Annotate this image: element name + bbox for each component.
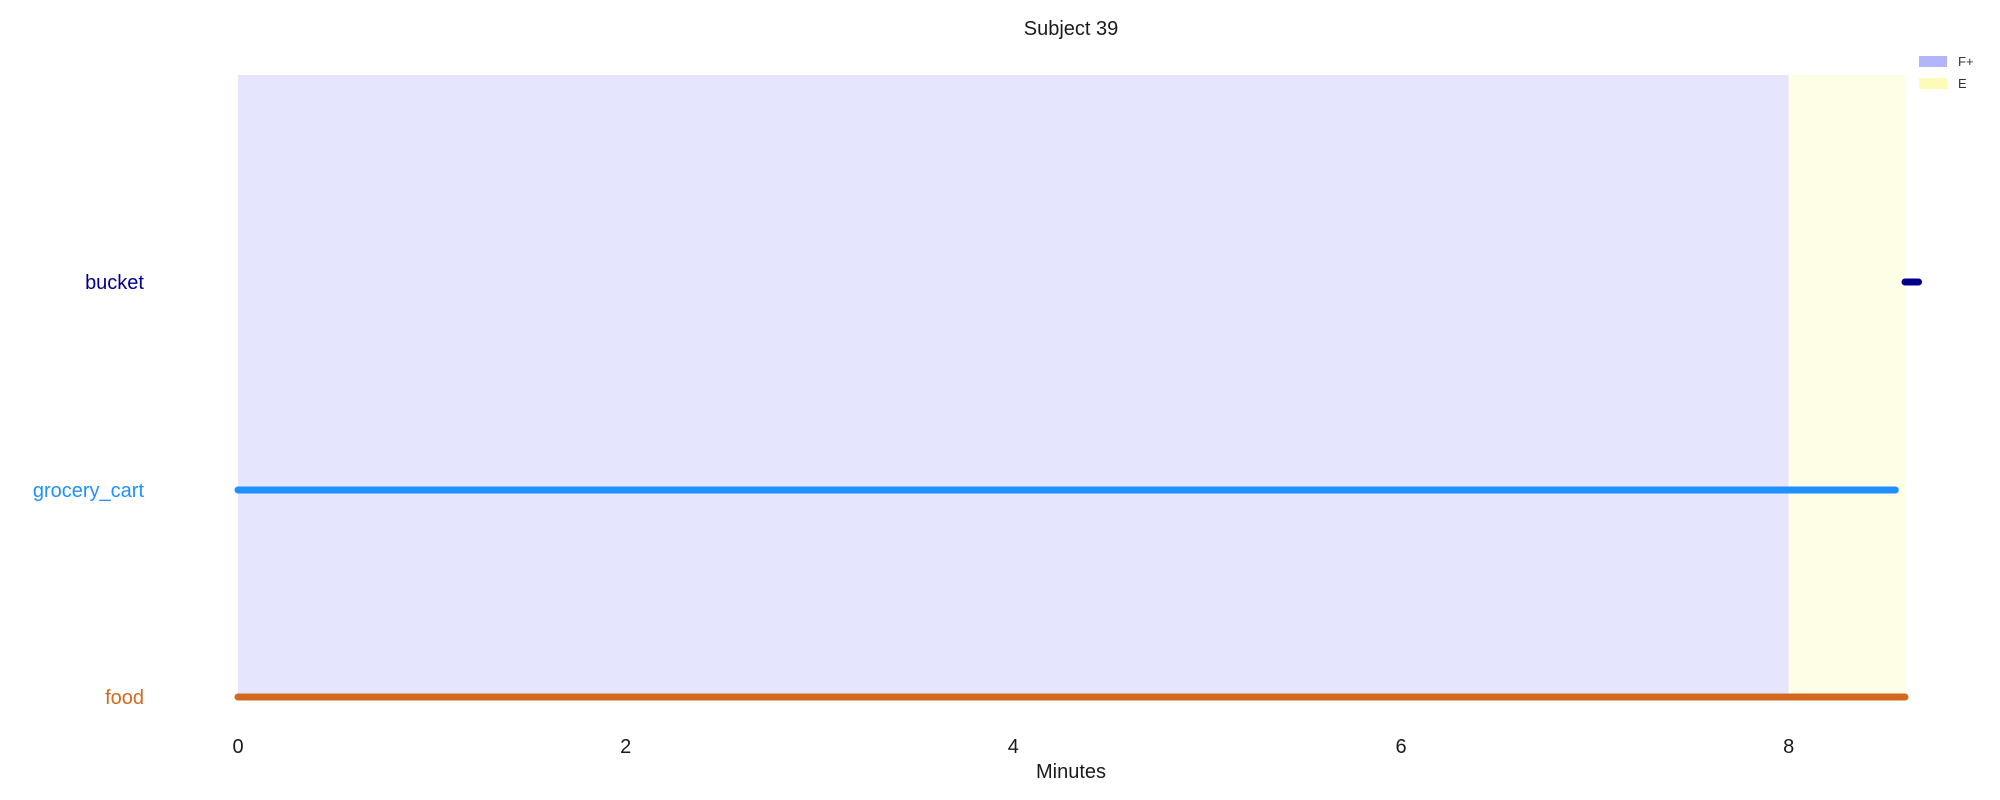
row-label-2: food bbox=[105, 687, 144, 709]
x-tick-label-0: 0 bbox=[232, 736, 243, 758]
phase-band-1 bbox=[1788, 75, 1905, 697]
phase-bands bbox=[238, 75, 1905, 697]
row-label-0: bucket bbox=[85, 272, 144, 294]
row-label-1: grocery_cart bbox=[33, 480, 145, 502]
x-tick-label-2: 4 bbox=[1008, 736, 1019, 758]
phase-band-0 bbox=[238, 75, 1789, 697]
legend-label-0: F+ bbox=[1958, 54, 1974, 69]
legend-swatch-0 bbox=[1919, 56, 1947, 67]
legend: F+ E bbox=[1919, 54, 1974, 91]
chart-title: Subject 39 bbox=[1024, 18, 1119, 40]
x-tick-label-3: 6 bbox=[1395, 736, 1406, 758]
x-tick-label-1: 2 bbox=[620, 736, 631, 758]
legend-label-1: E bbox=[1958, 76, 1967, 91]
x-axis-ticks: 0 2 4 6 8 bbox=[232, 736, 1794, 758]
x-axis-label: Minutes bbox=[1036, 761, 1106, 783]
x-tick-label-4: 8 bbox=[1783, 736, 1794, 758]
legend-swatch-1 bbox=[1919, 78, 1947, 89]
